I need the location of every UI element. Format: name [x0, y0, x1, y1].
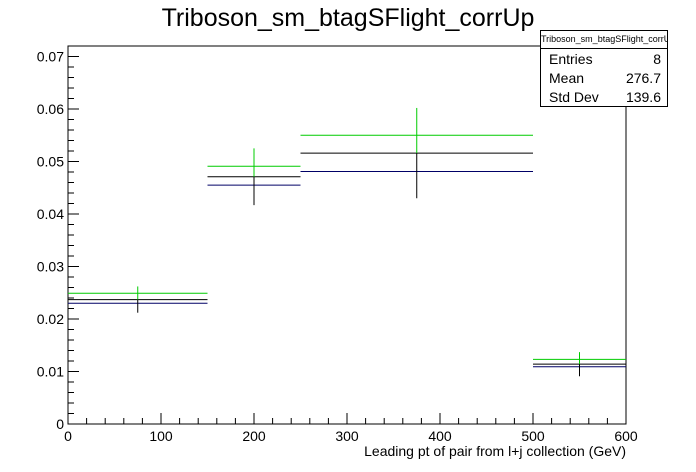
y-tick-label: 0.05: [37, 154, 64, 170]
x-tick-label: 400: [428, 428, 452, 444]
histogram-marks: [68, 107, 626, 377]
x-tick-label: 200: [242, 428, 266, 444]
x-tick-label: 0: [64, 428, 72, 444]
x-tick-label: 100: [149, 428, 173, 444]
stats-box: Triboson_sm_btagSFlight_corrUp Entries 8…: [540, 30, 668, 107]
x-tick-label: 600: [614, 428, 638, 444]
stats-stddev-row: Std Dev 139.6: [549, 88, 661, 107]
y-tick-label: 0.04: [37, 206, 64, 222]
y-tick-label: 0.01: [37, 364, 64, 380]
stats-entries-label: Entries: [549, 51, 593, 67]
y-tick-label: 0: [56, 416, 64, 432]
y-tick-label: 0.03: [37, 259, 64, 275]
stats-entries-row: Entries 8: [549, 50, 661, 69]
chart-title: Triboson_sm_btagSFlight_corrUp: [162, 4, 535, 32]
x-tick-label: 300: [335, 428, 359, 444]
x-tick-label: 500: [521, 428, 545, 444]
stats-mean-label: Mean: [549, 70, 585, 86]
x-axis-title: Leading pt of pair from l+j collection (…: [364, 443, 626, 459]
stats-box-title: Triboson_sm_btagSFlight_corrUp: [541, 31, 667, 49]
stats-mean-value: 276.7: [625, 70, 661, 86]
stats-stddev-value: 139.6: [625, 89, 661, 105]
axes: 0 100 200 300 400 500 600 0 0.01 0.02 0.03 0.04 0.05…: [37, 45, 638, 444]
stats-mean-row: Mean 276.7: [549, 69, 661, 88]
y-tick-label: 0.06: [37, 101, 64, 117]
stats-entries-value: 8: [653, 51, 661, 67]
y-tick-label: 0.07: [37, 49, 64, 65]
y-tick-label: 0.02: [37, 311, 64, 327]
stats-stddev-label: Std Dev: [549, 89, 599, 105]
